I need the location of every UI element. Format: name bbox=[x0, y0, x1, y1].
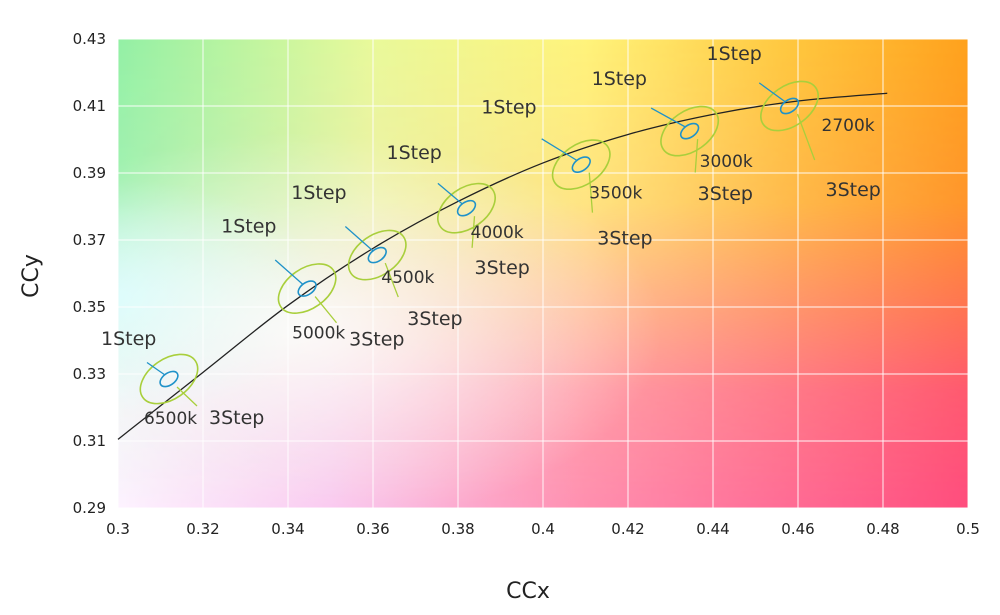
one-step-leader bbox=[758, 82, 786, 103]
one-step-ellipse bbox=[297, 280, 317, 297]
x-tick-label: 0.44 bbox=[696, 520, 729, 538]
three-step-label: 3Step bbox=[597, 228, 652, 250]
cct-points: 1Step3Step6500k1Step3Step5000k1Step3Step… bbox=[101, 43, 881, 429]
three-step-ellipse bbox=[139, 353, 199, 405]
three-step-label: 3Step bbox=[826, 179, 881, 201]
y-tick-label: 0.43 bbox=[73, 30, 106, 48]
one-step-ellipse bbox=[159, 370, 179, 388]
one-step-leader bbox=[146, 361, 166, 376]
one-step-leader bbox=[650, 107, 686, 128]
one-step-ellipse bbox=[456, 199, 477, 217]
cct-point-4500k: 1Step 3Step 4500k bbox=[291, 182, 462, 330]
cct-point-3500k: 1Step 3Step 3500k bbox=[481, 97, 652, 250]
three-step-leader bbox=[694, 139, 699, 173]
three-step-label: 3Step bbox=[407, 308, 462, 330]
y-tick-label: 0.39 bbox=[73, 164, 106, 182]
x-tick-label: 0.42 bbox=[611, 520, 644, 538]
x-tick-label: 0.46 bbox=[781, 520, 814, 538]
y-tick-label: 0.31 bbox=[73, 432, 106, 450]
x-tick-label: 0.3 bbox=[106, 520, 130, 538]
three-step-leader bbox=[384, 262, 399, 298]
cct-point-6500k: 1Step 3Step 6500k bbox=[101, 328, 264, 429]
one-step-label: 1Step bbox=[592, 68, 647, 90]
y-axis-label: CCy bbox=[19, 254, 44, 298]
one-step-leader bbox=[541, 138, 578, 162]
three-step-leader bbox=[796, 113, 816, 161]
x-axis-label: CCx bbox=[506, 579, 550, 604]
cct-label: 6500k bbox=[144, 409, 197, 429]
cct-label: 5000k bbox=[292, 324, 345, 344]
three-step-label: 3Step bbox=[698, 183, 753, 205]
x-tick-label: 0.38 bbox=[441, 520, 474, 538]
cct-label: 3000k bbox=[700, 152, 753, 172]
one-step-label: 1Step bbox=[221, 216, 276, 238]
planckian-locus-curve bbox=[117, 92, 888, 440]
three-step-leader bbox=[176, 386, 198, 407]
one-step-ellipse bbox=[571, 156, 591, 173]
three-step-label: 3Step bbox=[209, 407, 264, 429]
cct-point-3000k: 1Step 3Step 3000k bbox=[592, 68, 753, 205]
one-step-leader bbox=[437, 182, 463, 205]
x-axis-ticks: 0.3 0.32 0.34 0.36 0.38 0.4 0.42 0.44 0.46 0.48 0.… bbox=[106, 520, 980, 538]
one-step-label: 1Step bbox=[387, 142, 442, 164]
three-step-label: 3Step bbox=[475, 257, 530, 279]
cct-label: 3500k bbox=[589, 184, 642, 204]
three-step-leader bbox=[471, 216, 476, 248]
one-step-ellipse bbox=[679, 122, 700, 140]
three-step-label: 3Step bbox=[349, 329, 404, 351]
x-tick-label: 0.48 bbox=[866, 520, 899, 538]
three-step-ellipse bbox=[437, 182, 496, 234]
one-step-ellipse bbox=[779, 97, 800, 115]
cct-label: 2700k bbox=[822, 116, 875, 136]
one-step-leader bbox=[344, 225, 374, 252]
cct-point-2700k: 1Step 3Step 2700k bbox=[707, 43, 881, 201]
one-step-label: 1Step bbox=[481, 97, 536, 119]
y-axis-ticks: 0.29 0.31 0.33 0.35 0.37 0.39 0.41 0.43 bbox=[73, 30, 106, 517]
one-step-label: 1Step bbox=[101, 328, 156, 350]
three-step-leader bbox=[314, 296, 338, 324]
three-step-ellipse bbox=[660, 105, 720, 157]
x-tick-label: 0.36 bbox=[356, 520, 389, 538]
x-tick-label: 0.32 bbox=[186, 520, 219, 538]
y-tick-label: 0.41 bbox=[73, 97, 106, 115]
x-tick-label: 0.5 bbox=[956, 520, 980, 538]
y-tick-label: 0.35 bbox=[73, 298, 106, 316]
cct-label: 4000k bbox=[471, 223, 524, 243]
y-tick-label: 0.33 bbox=[73, 365, 106, 383]
one-step-ellipse bbox=[367, 246, 387, 264]
three-step-ellipse bbox=[551, 139, 611, 191]
x-tick-label: 0.34 bbox=[271, 520, 304, 538]
one-step-leader bbox=[274, 259, 304, 286]
y-tick-label: 0.37 bbox=[73, 231, 106, 249]
cct-point-4000k: 1Step 3Step 4000k bbox=[387, 142, 530, 279]
grid-lines bbox=[117, 38, 969, 509]
three-step-leader bbox=[588, 172, 594, 213]
y-tick-label: 0.29 bbox=[73, 499, 106, 517]
one-step-label: 1Step bbox=[707, 43, 762, 65]
x-tick-label: 0.4 bbox=[531, 520, 555, 538]
one-step-label: 1Step bbox=[291, 182, 346, 204]
cct-label: 4500k bbox=[381, 268, 434, 288]
three-step-ellipse bbox=[277, 263, 337, 314]
